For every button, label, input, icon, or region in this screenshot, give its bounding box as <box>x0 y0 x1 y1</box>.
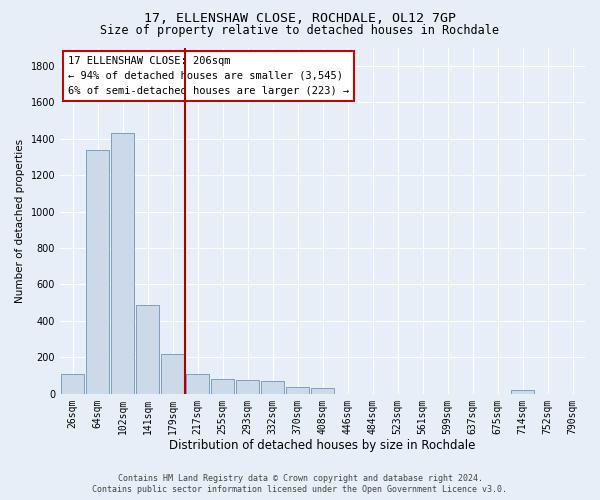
Y-axis label: Number of detached properties: Number of detached properties <box>15 138 25 302</box>
Bar <box>111 133 134 394</box>
Text: Size of property relative to detached houses in Rochdale: Size of property relative to detached ho… <box>101 24 499 37</box>
Bar <box>161 354 184 394</box>
Bar <box>311 388 334 394</box>
X-axis label: Distribution of detached houses by size in Rochdale: Distribution of detached houses by size … <box>169 440 476 452</box>
Bar <box>61 374 84 394</box>
Bar <box>261 381 284 394</box>
Bar <box>511 390 534 394</box>
Bar <box>186 374 209 394</box>
Text: 17 ELLENSHAW CLOSE: 206sqm
← 94% of detached houses are smaller (3,545)
6% of se: 17 ELLENSHAW CLOSE: 206sqm ← 94% of deta… <box>68 56 349 96</box>
Bar <box>286 386 309 394</box>
Bar <box>236 380 259 394</box>
Text: Contains HM Land Registry data © Crown copyright and database right 2024.
Contai: Contains HM Land Registry data © Crown c… <box>92 474 508 494</box>
Text: 17, ELLENSHAW CLOSE, ROCHDALE, OL12 7GP: 17, ELLENSHAW CLOSE, ROCHDALE, OL12 7GP <box>144 12 456 26</box>
Bar <box>211 380 234 394</box>
Bar <box>136 304 159 394</box>
Bar <box>86 150 109 394</box>
